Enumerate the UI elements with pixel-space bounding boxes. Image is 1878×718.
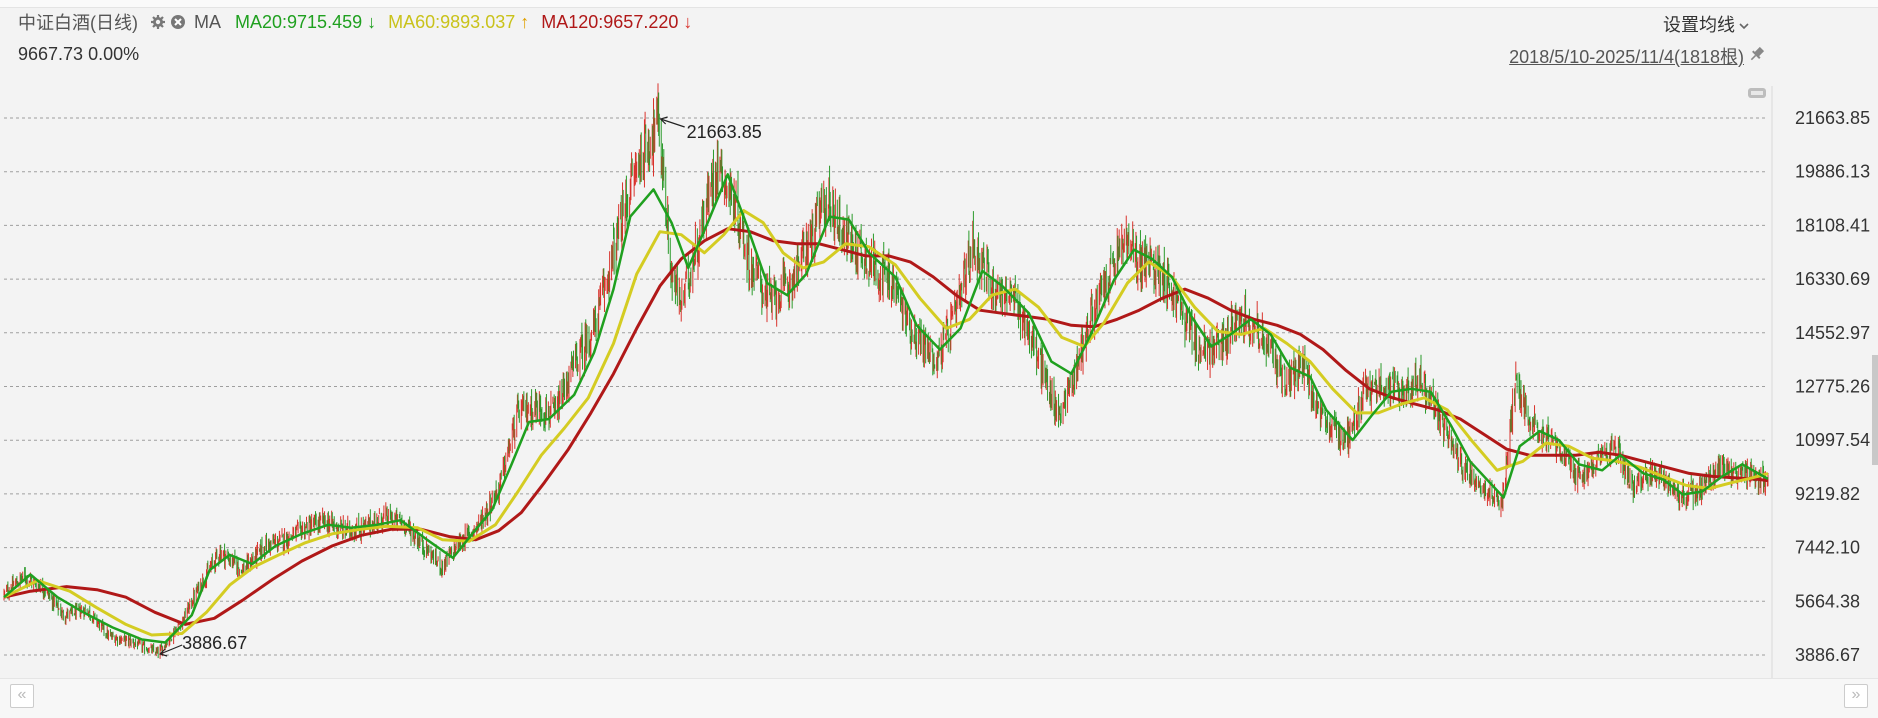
annotations: 21663.85 3886.67 xyxy=(159,116,762,657)
index-title: 中证白酒(日线) xyxy=(18,13,138,33)
y-tick-label: 5664.38 xyxy=(1795,591,1860,611)
y-tick-label: 12775.26 xyxy=(1795,377,1870,397)
moving-averages xyxy=(3,173,1769,644)
low-arrow-head xyxy=(159,648,168,657)
y-tick-label: 18108.41 xyxy=(1795,215,1870,235)
ma60-value: MA60:9893.037 ↑ xyxy=(388,11,530,32)
ma20-value: MA20:9715.459 ↓ xyxy=(235,11,377,32)
ma20-arrow: ↓ xyxy=(367,11,377,32)
close-circle-icon[interactable] xyxy=(170,14,186,30)
double-chevron-left-icon[interactable]: « xyxy=(10,684,34,708)
y-tick-label: 10997.54 xyxy=(1795,430,1870,450)
y-tick-label: 7442.10 xyxy=(1795,538,1860,558)
kline-chart[interactable]: 21663.85 19886.13 18108.41 16330.69 14552.97… xyxy=(0,0,1878,678)
pin-icon[interactable] xyxy=(1748,45,1766,63)
wrench-icon[interactable] xyxy=(1747,86,1767,100)
chevron-down-icon xyxy=(1739,23,1749,30)
chart-header: 中证白酒(日线) MA MA20:9715.459 ↓ MA60:9893.03… xyxy=(18,10,704,34)
gear-icon[interactable] xyxy=(150,14,166,30)
high-arrow xyxy=(660,118,685,128)
y-tick-label: 21663.85 xyxy=(1795,108,1870,128)
y-tick-label: 9219.82 xyxy=(1795,484,1860,504)
y-tick-label: 3886.67 xyxy=(1795,645,1860,665)
scrollbar[interactable] xyxy=(0,678,1878,718)
set-ma-button[interactable]: 设置均线 xyxy=(1663,11,1750,37)
vertical-scroll-thumb[interactable] xyxy=(1872,355,1878,465)
top-border xyxy=(0,0,1878,8)
ma60-arrow: ↑ xyxy=(520,11,530,32)
ma120-value: MA120:9657.220 ↓ xyxy=(541,11,693,32)
low-arrow xyxy=(159,644,183,655)
ma20-line xyxy=(3,173,1769,644)
y-tick-label: 19886.13 xyxy=(1795,162,1870,182)
low-label: 3886.67 xyxy=(182,633,247,653)
y-axis: 21663.85 19886.13 18108.41 16330.69 14552.97… xyxy=(1795,108,1870,665)
double-chevron-right-icon[interactable]: » xyxy=(1844,684,1868,708)
ma-label: MA xyxy=(194,11,221,32)
ma120-line xyxy=(3,227,1769,626)
ma120-arrow: ↓ xyxy=(683,11,693,32)
set-ma-label: 设置均线 xyxy=(1663,15,1735,35)
price-change: 9667.73 0.00% xyxy=(18,44,140,64)
y-tick-label: 14552.97 xyxy=(1795,323,1870,343)
ma60-line xyxy=(3,209,1769,637)
grid-lines xyxy=(4,86,1773,678)
date-range[interactable]: 2018/5/10-2025/11/4(1818根) xyxy=(1509,47,1744,67)
high-label: 21663.85 xyxy=(687,122,762,142)
y-tick-label: 16330.69 xyxy=(1795,269,1870,289)
candles xyxy=(3,83,1769,659)
high-arrow-head xyxy=(659,116,668,125)
